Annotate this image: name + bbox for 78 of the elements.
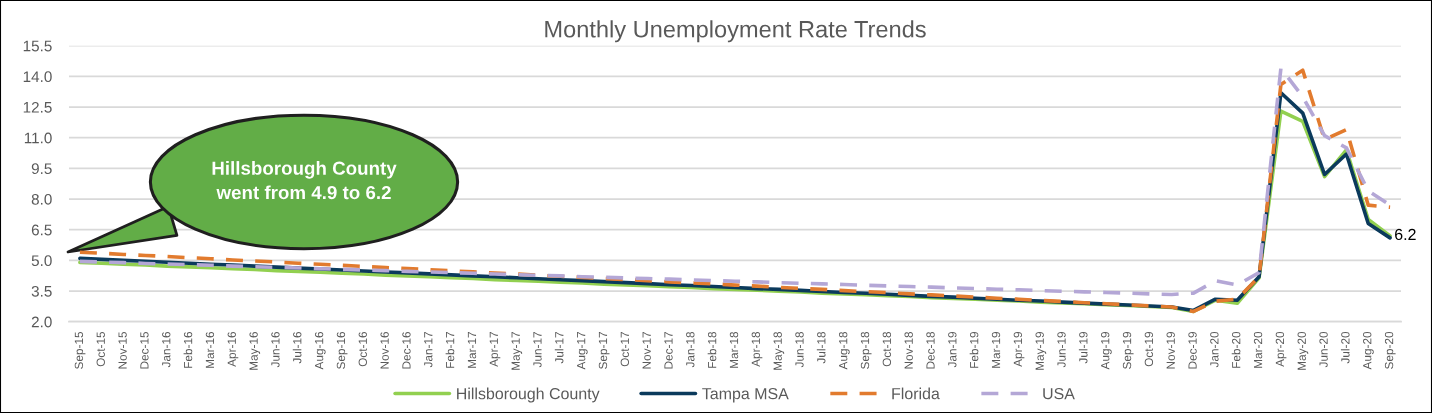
x-tick-label: Nov-17 [642, 332, 651, 369]
x-tick-label: Jul-20 [1340, 331, 1350, 364]
x-tick-label: May-19 [1035, 331, 1047, 370]
x-tick-label: Jan-17 [424, 332, 433, 368]
x-tick-label: Apr-16 [227, 331, 239, 367]
x-tick-label: Aug-17 [577, 332, 588, 370]
x-tick-label: Dec-15 [140, 331, 149, 369]
x-tick-label: Jan-20 [1210, 331, 1219, 368]
x-tick-label: Nov-15 [118, 331, 127, 369]
x-tick-label: Dec-19 [1188, 331, 1197, 369]
x-tick-label: Oct-17 [620, 332, 629, 367]
data-label: 6.2 [1395, 228, 1416, 241]
y-tick-label: 11.0 [24, 132, 52, 144]
y-tick-label: 2.0 [31, 316, 52, 328]
x-tick-label: Sep-15 [74, 331, 86, 369]
x-tick-label: Aug-20 [1363, 331, 1374, 370]
x-tick-label: Nov-16 [380, 331, 389, 369]
x-tick-label: Apr-17 [489, 332, 501, 367]
x-tick-label: Feb-17 [445, 332, 455, 368]
legend-label: Florida [892, 387, 940, 400]
x-tick-label: Jul-17 [554, 332, 564, 364]
x-tick-label: Jan-19 [948, 331, 957, 368]
x-tick-label: Feb-19 [969, 331, 979, 368]
x-tick-label: Nov-19 [1166, 331, 1175, 369]
y-tick-label: 14.0 [23, 71, 52, 83]
x-tick-label: Oct-16 [358, 331, 367, 367]
legend-label: Tampa MSA [702, 387, 789, 403]
annotation: Hillsborough County went from 4.9 to 6.2 [212, 161, 397, 200]
x-tick-label: Mar-20 [1253, 331, 1263, 368]
x-tick-label: Sep-19 [1122, 331, 1134, 369]
x-tick-label: May-20 [1297, 331, 1309, 370]
x-tick-label: Mar-19 [991, 331, 1001, 368]
x-tick-label: Aug-18 [838, 331, 850, 370]
x-tick-label: Jul-19 [1078, 331, 1088, 364]
x-tick-label: Dec-18 [926, 331, 935, 369]
x-tick-label: Jun-16 [271, 331, 280, 368]
x-tick-label: Mar-18 [729, 331, 739, 368]
x-tick-label: Mar-17 [467, 332, 477, 368]
x-tick-label: Sep-18 [860, 331, 872, 369]
x-tick-label: Sep-16 [336, 331, 348, 369]
x-tick-label: Apr-20 [1275, 331, 1287, 367]
x-tick-label: Aug-19 [1101, 331, 1112, 370]
x-tick-label: Feb-16 [183, 331, 193, 368]
x-tick-label: Jun-18 [795, 331, 804, 368]
x-tick-label: Feb-20 [1231, 331, 1241, 368]
x-tick-label: Jan-16 [162, 331, 171, 368]
x-tick-label: Dec-16 [402, 331, 411, 369]
x-tick-label: Feb-18 [707, 331, 717, 368]
x-tick-label: Dec-17 [664, 332, 673, 369]
x-tick-label: Nov-18 [904, 331, 913, 369]
y-tick-label: 9.5 [31, 163, 52, 175]
x-tick-label: Mar-16 [205, 331, 215, 368]
y-tick-label: 3.5 [31, 285, 52, 297]
x-tick-label: Jul-18 [816, 331, 826, 364]
legend-label: USA [1043, 387, 1075, 400]
x-tick-label: Oct-15 [96, 331, 105, 367]
x-tick-label: Jul-16 [292, 331, 302, 364]
x-tick-label: Sep-20 [1384, 331, 1396, 369]
x-tick-label: May-18 [773, 331, 785, 370]
x-tick-label: Jan-18 [686, 331, 695, 368]
y-tick-label: 6.5 [31, 224, 52, 236]
y-tick-label: 12.5 [23, 101, 52, 113]
y-tick-label: 5.0 [31, 255, 52, 267]
y-tick-label: 15.5 [23, 40, 52, 52]
chart-title: Monthly Unemployment Rate Trends [545, 20, 926, 43]
x-tick-label: May-16 [249, 331, 261, 370]
x-tick-label: Oct-19 [1144, 331, 1154, 367]
x-tick-label: Jun-17 [533, 332, 542, 368]
x-tick-label: Jun-20 [1319, 331, 1328, 368]
y-tick-label: 8.0 [31, 193, 52, 205]
x-tick-label: Oct-18 [882, 331, 892, 367]
x-tick-label: May-17 [511, 332, 523, 370]
x-tick-label: Aug-16 [314, 331, 326, 370]
x-tick-label: Sep-17 [598, 332, 610, 369]
legend-label: Hillsborough County [457, 387, 600, 403]
x-tick-label: Jun-19 [1057, 331, 1066, 368]
x-tick-label: Apr-18 [751, 331, 763, 367]
x-tick-label: Apr-19 [1013, 331, 1025, 367]
